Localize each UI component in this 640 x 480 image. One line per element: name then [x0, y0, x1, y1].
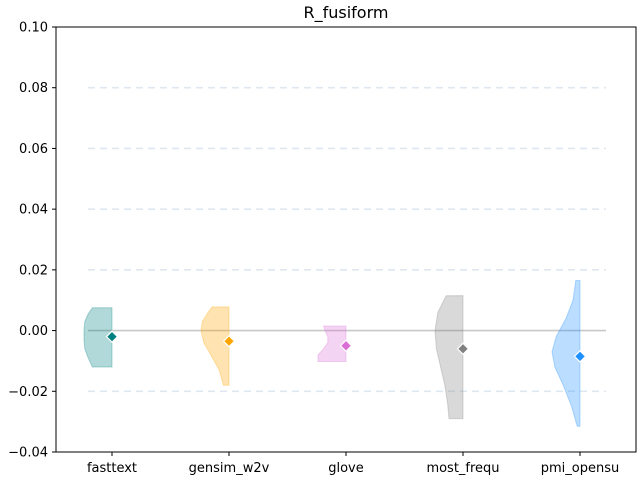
median-marker-pmi_opensu — [573, 350, 587, 363]
violin-fasttext — [83, 307, 113, 368]
y-tick-label: 0.02 — [19, 263, 48, 278]
violin-gensim_w2v — [200, 306, 230, 386]
chart-title: R_fusiform — [304, 3, 389, 23]
x-tick-label: glove — [328, 461, 364, 476]
grid-lines — [88, 86, 606, 393]
axes: −0.04 −0.02 0.00 0.02 0.04 0.06 0.08 0.10 fastte… — [8, 21, 637, 476]
y-tick-label: 0.00 — [19, 324, 48, 339]
y-tick-label: 0.10 — [19, 21, 48, 36]
median-marker-gensim_w2v — [222, 334, 236, 348]
violins — [83, 279, 587, 427]
x-tick-label: most_frequ — [426, 461, 499, 476]
median-marker-glove — [339, 339, 353, 353]
y-tick-label: 0.08 — [19, 81, 48, 96]
median-marker-most_frequ — [456, 342, 470, 356]
y-tick-label: 0.06 — [19, 142, 48, 157]
x-tick-label: pmi_opensu — [541, 461, 619, 476]
plot-frame — [55, 26, 637, 453]
y-tick-label: 0.04 — [19, 203, 48, 218]
x-tick-label: gensim_w2v — [189, 461, 270, 476]
y-tick-label: −0.04 — [8, 446, 48, 461]
violin-pmi_opensu — [551, 279, 581, 427]
violin-most_frequ — [434, 295, 464, 420]
median-marker-fasttext — [105, 330, 119, 343]
x-tick-label: fasttext — [87, 461, 137, 476]
y-tick-label: −0.02 — [8, 385, 48, 400]
violin-glove — [317, 325, 347, 363]
